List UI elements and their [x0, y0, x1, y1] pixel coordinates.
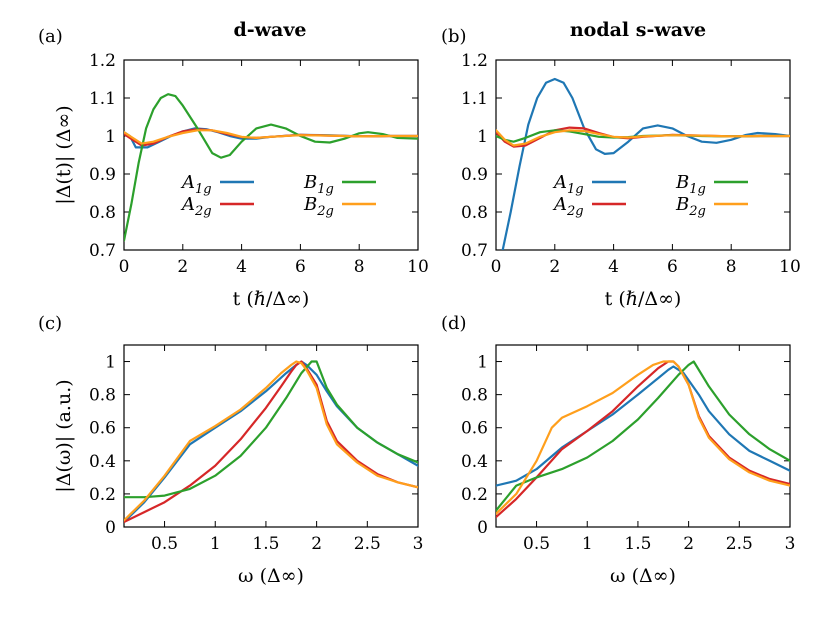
x-tick-label: 6 [295, 257, 306, 277]
y-tick-label: 0 [105, 518, 116, 538]
y-tick-label: 1.2 [461, 51, 488, 71]
x-axis-label: t (ℏ/Δ∞) [605, 288, 682, 310]
y-tick-label: 0.8 [89, 203, 116, 223]
series-line-b2g [124, 360, 418, 522]
y-tick-label: 0.4 [89, 452, 116, 472]
y-axis-label: |Δ(t)| (Δ∞) [53, 105, 75, 204]
x-tick-label: 2 [177, 257, 188, 277]
x-tick-label: 4 [236, 257, 247, 277]
x-tick-label: 2 [683, 534, 694, 554]
y-tick-label: 1 [105, 353, 116, 373]
legend-label: A2g [552, 194, 584, 219]
series-line-a2g [124, 360, 418, 524]
y-tick-label: 0 [477, 518, 488, 538]
x-tick-label: 2 [549, 257, 560, 277]
column-title-left: d-wave [234, 19, 307, 41]
x-axis-label: ω (Δ∞) [238, 565, 304, 587]
panel-tag: (d) [441, 313, 467, 334]
plot-frame [123, 344, 419, 528]
panel-tag: (a) [38, 26, 63, 47]
x-tick-label: 2.5 [726, 534, 753, 554]
x-tick-label: 1.5 [624, 534, 651, 554]
plot-frame [495, 344, 791, 528]
panel-tag: (b) [441, 26, 467, 47]
panels-group: (a)0 2 4 6 8 100.70.80.911.11.2t (ℏ/Δ∞)|Δ(t)|… [38, 26, 801, 587]
y-tick-label: 0.7 [89, 241, 116, 261]
y-tick-label: 0.7 [461, 241, 488, 261]
x-tick-label: 0 [119, 257, 130, 277]
x-tick-label: 3 [413, 534, 424, 554]
series-line-b1g [124, 93, 418, 242]
x-tick-label: 8 [726, 257, 737, 277]
x-axis-label: ω (Δ∞) [610, 565, 676, 587]
y-tick-label: 1.1 [89, 89, 116, 109]
panel-2: (b) 0 2 4 6 8 10 0.7 0.8 0.9 1 1.1 1.2 t (ℏ/Δ∞) A1gA2g… [441, 26, 801, 310]
panel-tag: (c) [38, 313, 62, 334]
series-line-a1g [496, 365, 790, 487]
y-tick-label: 0.8 [89, 386, 116, 406]
plot-frame [123, 59, 419, 251]
series-line-b1g [124, 360, 418, 499]
legend-label: B1g [303, 172, 334, 197]
plot-frame [495, 59, 791, 251]
y-tick-label: 0.8 [461, 386, 488, 406]
legend-label: A1g [552, 172, 584, 197]
x-tick-label: 2.5 [354, 534, 381, 554]
y-tick-label: 0.9 [89, 165, 116, 185]
y-tick-label: 1.2 [89, 51, 116, 71]
x-tick-label: 1 [210, 534, 221, 554]
y-tick-label: 1.1 [461, 89, 488, 109]
x-tick-label: 10 [779, 257, 801, 277]
x-tick-label: 4 [608, 257, 619, 277]
x-axis-label: t (ℏ/Δ∞) [233, 288, 310, 310]
y-tick-label: 0.8 [461, 203, 488, 223]
x-tick-label: 0.5 [523, 534, 550, 554]
panel-4: (d) 0.5 1 1.5 2 2.5 3 0 0.2 0.4 0.6 0.8 1 ω (Δ∞) [441, 313, 795, 587]
series-line-b2g [496, 129, 790, 147]
series-line-a1g [124, 360, 418, 524]
panel-3: (c) 0.5 1 1.5 2 2.5 3 0 0.2 0.4 0.6 0.8 1 ω (Δ∞) |Δ(ω)… [38, 313, 423, 587]
legend-label: A2g [180, 194, 212, 219]
series-line-b2g [496, 360, 790, 515]
panel-1: (a) 0 2 4 6 8 10 0.7 0.8 0.9 1 1.1 1.2 t (ℏ/Δ∞) |Δ(t)|… [38, 26, 429, 310]
y-axis-label: |Δ(ω)| (a.u.) [53, 379, 75, 492]
x-tick-label: 10 [407, 257, 429, 277]
series-line-a2g [496, 360, 790, 519]
y-tick-label: 0.2 [461, 485, 488, 505]
y-tick-label: 0.2 [89, 485, 116, 505]
y-tick-label: 0.9 [461, 165, 488, 185]
series-line-a1g [501, 77, 790, 250]
x-tick-label: 0 [491, 257, 502, 277]
legend-label: B2g [675, 194, 706, 219]
y-tick-label: 1 [105, 127, 116, 147]
x-tick-label: 6 [667, 257, 678, 277]
x-tick-label: 1 [582, 534, 593, 554]
x-tick-label: 2 [311, 534, 322, 554]
x-tick-label: 0.5 [151, 534, 178, 554]
column-title-right: nodal s-wave [570, 19, 706, 41]
legend-label: B2g [303, 194, 334, 219]
series-line-b2g [124, 129, 418, 145]
y-tick-label: 0.6 [461, 419, 488, 439]
x-tick-label: 1.5 [252, 534, 279, 554]
y-tick-label: 1 [477, 353, 488, 373]
y-tick-label: 0.6 [89, 419, 116, 439]
y-tick-label: 0.4 [461, 452, 488, 472]
x-tick-label: 3 [785, 534, 796, 554]
x-tick-label: 8 [354, 257, 365, 277]
y-tick-label: 1 [477, 127, 488, 147]
legend-label: B1g [675, 172, 706, 197]
series-line-b1g [496, 360, 790, 512]
legend-label: A1g [180, 172, 212, 197]
